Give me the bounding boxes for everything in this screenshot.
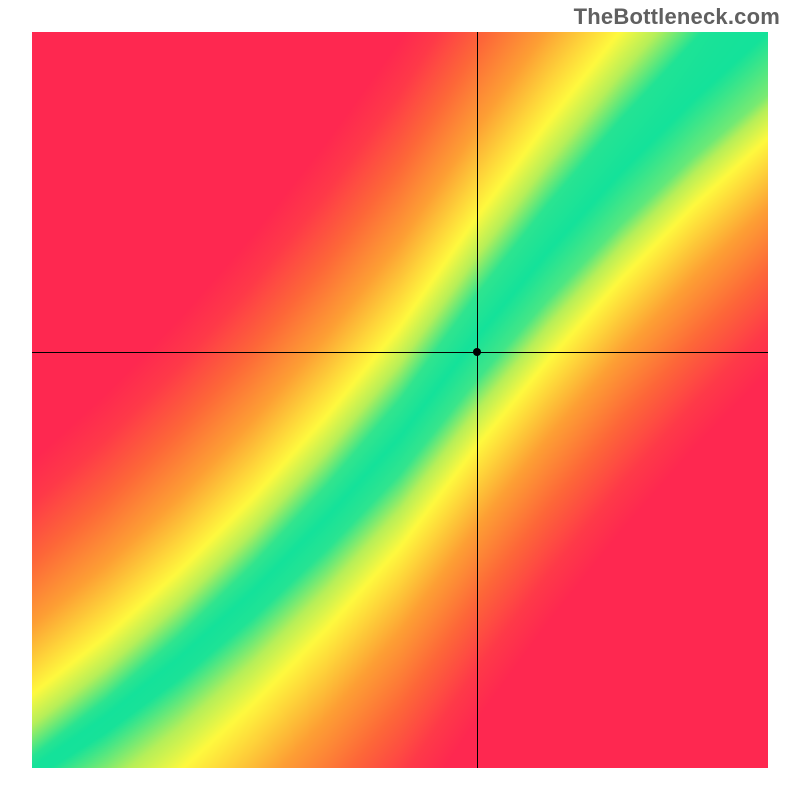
crosshair-marker [473,348,481,356]
chart-container: TheBottleneck.com [0,0,800,800]
watermark-text: TheBottleneck.com [574,4,780,30]
crosshair-vline [477,32,478,768]
crosshair-hline [32,352,768,353]
bottleneck-heatmap [32,32,768,768]
